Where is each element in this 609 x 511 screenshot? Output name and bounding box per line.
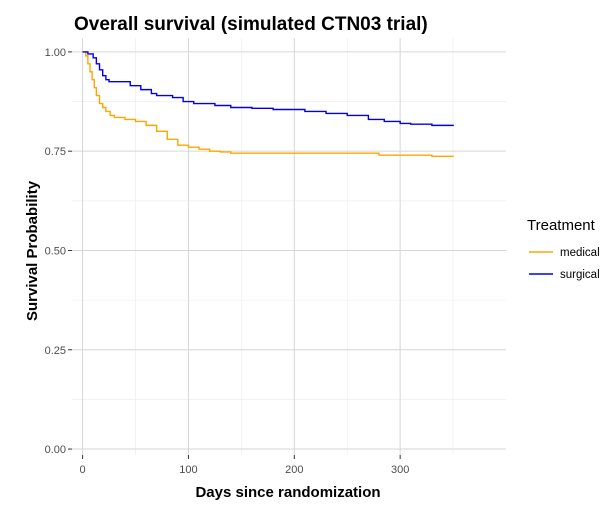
grid-major <box>72 38 506 455</box>
y-axis-ticks: 0.00 0.25 0.50 0.75 1.00 <box>45 47 72 456</box>
chart-title: Overall survival (simulated CTN03 trial) <box>74 14 428 35</box>
legend-label-surgical: surgical <box>560 269 600 281</box>
x-tick-label: 300 <box>391 464 409 476</box>
legend-title: Treatment <box>527 217 596 234</box>
series-line-medical <box>82 51 454 158</box>
series-line-surgical <box>82 51 454 127</box>
x-axis-title: Days since randomization <box>195 484 380 501</box>
x-axis-ticks: 0 100 200 300 <box>80 455 409 476</box>
y-tick-label: 0.50 <box>45 245 66 257</box>
x-tick-label: 200 <box>285 464 303 476</box>
x-tick-label: 100 <box>179 464 197 476</box>
y-tick-label: 1.00 <box>45 47 66 59</box>
legend: Treatment medical surgical <box>527 217 600 281</box>
series-lines <box>82 51 454 158</box>
legend-label-medical: medical <box>560 247 600 259</box>
grid-minor <box>72 38 506 455</box>
y-tick-label: 0.25 <box>45 345 66 357</box>
y-tick-label: 0.00 <box>45 444 66 456</box>
x-tick-label: 0 <box>80 464 86 476</box>
y-axis-title: Survival Probability <box>24 180 41 321</box>
y-tick-label: 0.75 <box>45 146 66 158</box>
